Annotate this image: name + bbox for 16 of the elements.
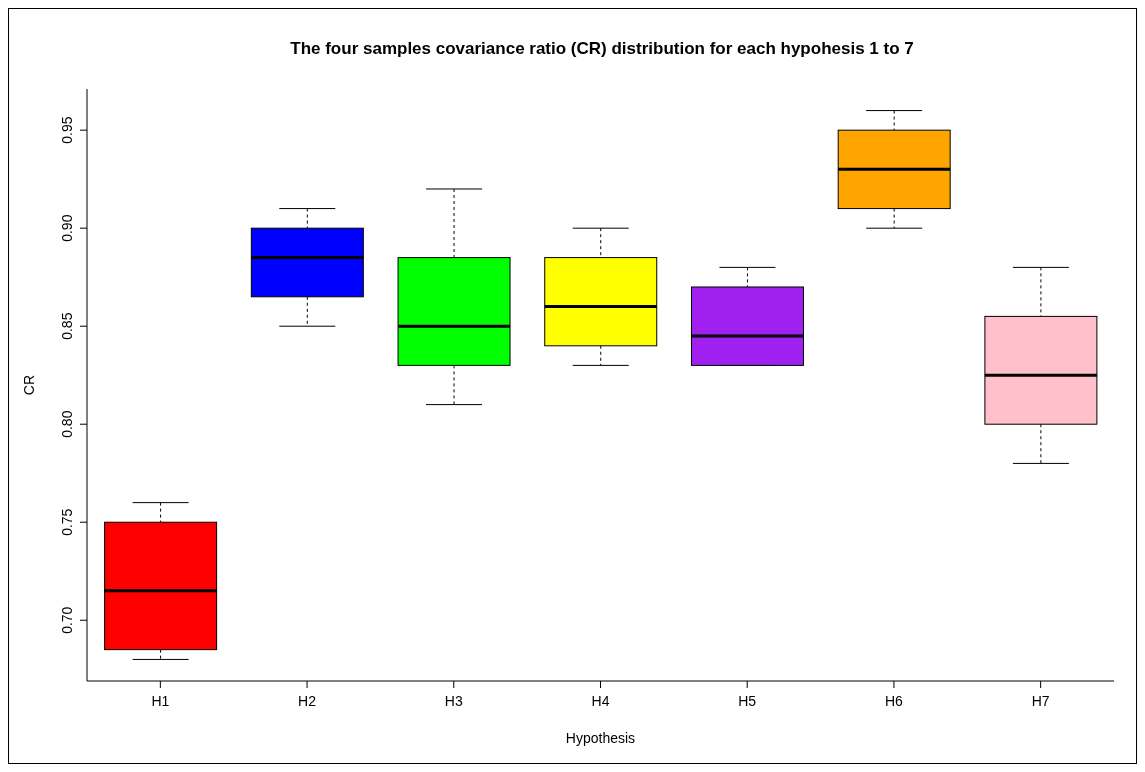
y-tick-label: 0.70 — [59, 606, 75, 634]
y-tick-label: 0.75 — [59, 508, 75, 536]
y-tick-label: 0.90 — [59, 214, 75, 242]
x-tick-label: H6 — [884, 692, 904, 709]
y-tick-label: 0.95 — [59, 116, 75, 144]
chart-title: The four samples covariance ratio (CR) distribution for each hypohesis 1 to 7 — [289, 39, 915, 59]
x-tick-label: H3 — [444, 692, 463, 709]
x-tick-label: H4 — [591, 692, 610, 709]
x-tick-label: H2 — [298, 692, 317, 709]
y-axis-title: CR — [20, 374, 37, 396]
y-tick-label: 0.85 — [59, 312, 75, 340]
y-tick-label: 0.80 — [59, 410, 75, 438]
x-tick-label: H7 — [1031, 692, 1050, 709]
x-tick-label: H1 — [151, 692, 170, 709]
x-tick-label: H5 — [738, 692, 757, 709]
x-axis-title: Hypothesis — [565, 730, 636, 746]
